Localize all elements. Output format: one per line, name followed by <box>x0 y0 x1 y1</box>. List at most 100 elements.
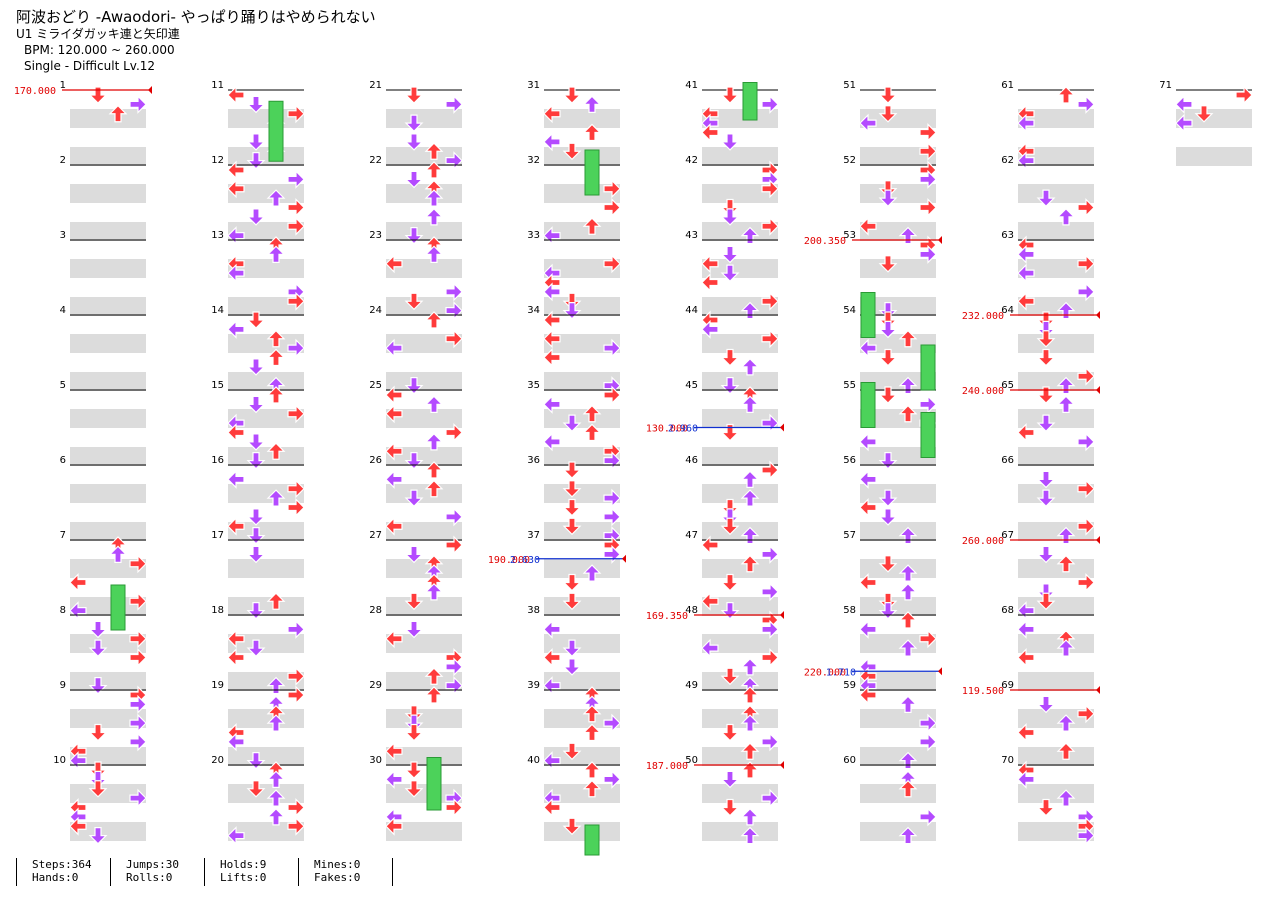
arrow-down-icon <box>562 573 582 592</box>
arrow-up-icon <box>740 301 760 320</box>
arrow-down-icon <box>88 723 108 742</box>
arrow-up-icon <box>582 95 602 113</box>
arrow-up-icon <box>266 348 286 367</box>
bpm-marker-icon <box>938 236 942 244</box>
arrow-right-icon <box>287 685 305 705</box>
measure-number: 51 <box>843 80 856 91</box>
beat-band <box>1018 109 1094 128</box>
measure-column-7: 61 62 63 64 65 66 67 68 69 70 <box>1001 80 1095 846</box>
arrow-down-icon <box>246 395 266 414</box>
measure-number: 7 <box>60 530 66 541</box>
arrow-left-icon <box>227 263 245 283</box>
arrow-left-icon <box>543 282 561 302</box>
arrow-right-icon <box>287 291 305 311</box>
beat-band <box>70 372 146 391</box>
beat-band <box>860 184 936 203</box>
bpm-label: 130.000 <box>646 424 688 435</box>
beat-band <box>544 109 620 128</box>
arrow-left-icon <box>1017 619 1035 639</box>
arrow-up-icon <box>424 142 444 160</box>
beat-band <box>544 784 620 803</box>
arrow-up-icon <box>740 526 760 545</box>
hold-note <box>920 344 936 391</box>
arrow-down-icon <box>88 827 108 845</box>
beat-band <box>1018 409 1094 428</box>
arrow-down-icon <box>562 480 582 498</box>
bpm-marker-icon <box>780 423 784 432</box>
arrow-right-icon <box>761 582 779 602</box>
arrow-left-icon <box>701 591 719 611</box>
arrow-down-icon <box>88 761 108 779</box>
measure-number: 52 <box>843 155 856 166</box>
arrow-left-icon <box>385 385 403 405</box>
beat-band <box>70 784 146 803</box>
beat-band <box>228 372 304 391</box>
arrow-down-icon <box>720 798 740 817</box>
arrow-right-icon <box>445 507 463 527</box>
arrow-left-icon <box>859 469 877 489</box>
beat-band <box>228 184 304 203</box>
arrow-down-icon <box>720 723 740 742</box>
arrow-down-icon <box>1036 320 1056 339</box>
stats-value: Rolls:0 <box>126 871 173 884</box>
arrow-up-icon <box>266 789 286 807</box>
arrow-down-icon <box>720 198 740 217</box>
bpm-marker-icon <box>780 611 784 619</box>
arrow-up-icon <box>424 686 444 704</box>
measure-number: 32 <box>527 155 540 166</box>
hold-note <box>860 292 876 338</box>
bpm-label: 232.000 <box>962 311 1004 322</box>
beat-band <box>228 222 304 241</box>
arrow-right-icon <box>603 254 621 274</box>
chart-header: 阿波おどり -Awaodori- やっぱり踊りはやめられない U1 ミライダガッ… <box>16 8 376 74</box>
measure-number: 58 <box>843 605 856 616</box>
arrow-up-icon <box>266 489 286 507</box>
beat-band <box>228 822 304 841</box>
hold-note <box>426 757 442 811</box>
measure-number: 34 <box>527 305 540 316</box>
beat-band <box>70 597 146 616</box>
beat-band <box>386 409 462 428</box>
arrow-right-icon <box>129 554 147 574</box>
arrow-up-icon <box>1056 554 1076 573</box>
arrow-left-icon <box>543 432 561 452</box>
measure-number: 68 <box>1001 605 1014 616</box>
arrow-up-icon <box>424 161 444 179</box>
arrow-up-icon <box>424 208 444 226</box>
arrow-down-icon <box>878 180 898 198</box>
arrow-down-icon <box>246 133 266 151</box>
arrow-down-icon <box>404 170 424 189</box>
arrow-down-icon <box>1194 105 1214 123</box>
beat-band <box>860 334 936 353</box>
measure-number: 46 <box>685 455 698 466</box>
arrow-right-icon <box>761 732 779 752</box>
arrow-right-icon <box>1077 573 1095 592</box>
beat-band <box>860 447 936 466</box>
stats-cell: Mines:0 Fakes:0 <box>298 858 392 886</box>
beat-band <box>544 709 620 728</box>
beat-band <box>544 447 620 466</box>
measure-number: 15 <box>211 380 224 391</box>
arrow-down-icon <box>720 348 740 367</box>
beat-band <box>1018 184 1094 203</box>
arrow-left-icon <box>1017 769 1035 789</box>
arrow-left-icon <box>385 441 403 461</box>
arrow-up-icon <box>266 329 286 348</box>
arrow-up-icon <box>266 592 286 610</box>
arrow-right-icon <box>129 788 147 808</box>
beat-band <box>228 559 304 578</box>
beat-band <box>702 784 778 803</box>
measure-number: 45 <box>685 380 698 391</box>
arrow-down-icon <box>246 433 266 451</box>
beat-band <box>544 597 620 616</box>
stop-label: 1.710 <box>826 667 856 678</box>
arrow-up-icon <box>1056 301 1076 320</box>
arrow-down-icon <box>720 133 740 151</box>
arrow-right-icon <box>287 816 305 836</box>
beat-band <box>860 297 936 316</box>
beat-band <box>544 147 620 166</box>
arrow-up-icon <box>1056 208 1076 226</box>
measure-number: 16 <box>211 455 224 466</box>
measure-number: 57 <box>843 530 856 541</box>
